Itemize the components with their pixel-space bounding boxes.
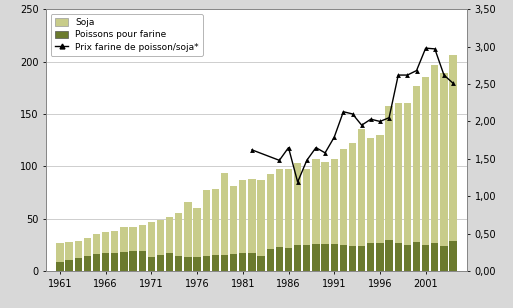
Bar xyxy=(294,163,301,271)
Bar xyxy=(120,252,128,271)
Bar xyxy=(248,179,255,271)
Legend: Soja, Poissons pour farine, Prix farine de poisson/soja*: Soja, Poissons pour farine, Prix farine … xyxy=(51,14,203,56)
Bar xyxy=(65,260,73,271)
Bar xyxy=(267,249,274,271)
Bar xyxy=(349,246,356,271)
Bar xyxy=(248,253,255,271)
Bar xyxy=(102,232,109,271)
Bar xyxy=(312,244,320,271)
Bar xyxy=(129,251,136,271)
Bar xyxy=(139,225,146,271)
Bar xyxy=(84,237,91,271)
Bar xyxy=(84,256,91,271)
Bar xyxy=(111,253,119,271)
Bar xyxy=(56,261,64,271)
Bar xyxy=(239,253,246,271)
Bar xyxy=(267,174,274,271)
Bar xyxy=(74,258,82,271)
Bar xyxy=(212,255,219,271)
Bar xyxy=(440,73,448,271)
Bar xyxy=(102,253,109,271)
Bar xyxy=(394,103,402,271)
Bar xyxy=(184,202,191,271)
Bar xyxy=(330,244,338,271)
Bar xyxy=(367,138,374,271)
Bar xyxy=(157,220,164,271)
Bar xyxy=(349,143,356,271)
Bar xyxy=(367,243,374,271)
Bar xyxy=(166,253,173,271)
Bar xyxy=(449,55,457,271)
Bar xyxy=(157,255,164,271)
Bar xyxy=(340,148,347,271)
Bar xyxy=(340,245,347,271)
Bar xyxy=(221,172,228,271)
Bar xyxy=(148,257,155,271)
Bar xyxy=(303,245,310,271)
Bar xyxy=(258,256,265,271)
Bar xyxy=(285,169,292,271)
Bar xyxy=(74,241,82,271)
Bar xyxy=(221,255,228,271)
Bar xyxy=(385,106,393,271)
Bar xyxy=(65,242,73,271)
Bar xyxy=(148,222,155,271)
Bar xyxy=(166,217,173,271)
Bar xyxy=(377,243,384,271)
Bar xyxy=(358,129,365,271)
Bar xyxy=(230,254,238,271)
Bar xyxy=(139,251,146,271)
Bar xyxy=(239,180,246,271)
Bar xyxy=(431,243,439,271)
Bar xyxy=(394,243,402,271)
Bar xyxy=(294,245,301,271)
Bar xyxy=(212,189,219,271)
Bar xyxy=(93,254,100,271)
Bar xyxy=(404,245,411,271)
Bar xyxy=(431,65,439,271)
Bar xyxy=(120,227,128,271)
Bar xyxy=(303,169,310,271)
Bar xyxy=(312,159,320,271)
Bar xyxy=(129,227,136,271)
Bar xyxy=(203,190,210,271)
Bar xyxy=(184,257,191,271)
Bar xyxy=(193,208,201,271)
Bar xyxy=(322,162,329,271)
Bar xyxy=(275,247,283,271)
Bar xyxy=(385,240,393,271)
Bar xyxy=(440,246,448,271)
Bar xyxy=(258,180,265,271)
Bar xyxy=(422,77,429,271)
Bar xyxy=(404,103,411,271)
Bar xyxy=(413,242,420,271)
Bar xyxy=(322,244,329,271)
Bar xyxy=(230,186,238,271)
Bar xyxy=(377,135,384,271)
Bar xyxy=(422,245,429,271)
Bar xyxy=(203,256,210,271)
Bar xyxy=(358,246,365,271)
Bar xyxy=(193,257,201,271)
Bar xyxy=(175,213,183,271)
Bar xyxy=(413,86,420,271)
Bar xyxy=(93,234,100,271)
Bar xyxy=(449,241,457,271)
Bar xyxy=(175,256,183,271)
Bar xyxy=(56,243,64,271)
Bar xyxy=(275,169,283,271)
Bar xyxy=(330,159,338,271)
Bar xyxy=(111,231,119,271)
Bar xyxy=(285,248,292,271)
